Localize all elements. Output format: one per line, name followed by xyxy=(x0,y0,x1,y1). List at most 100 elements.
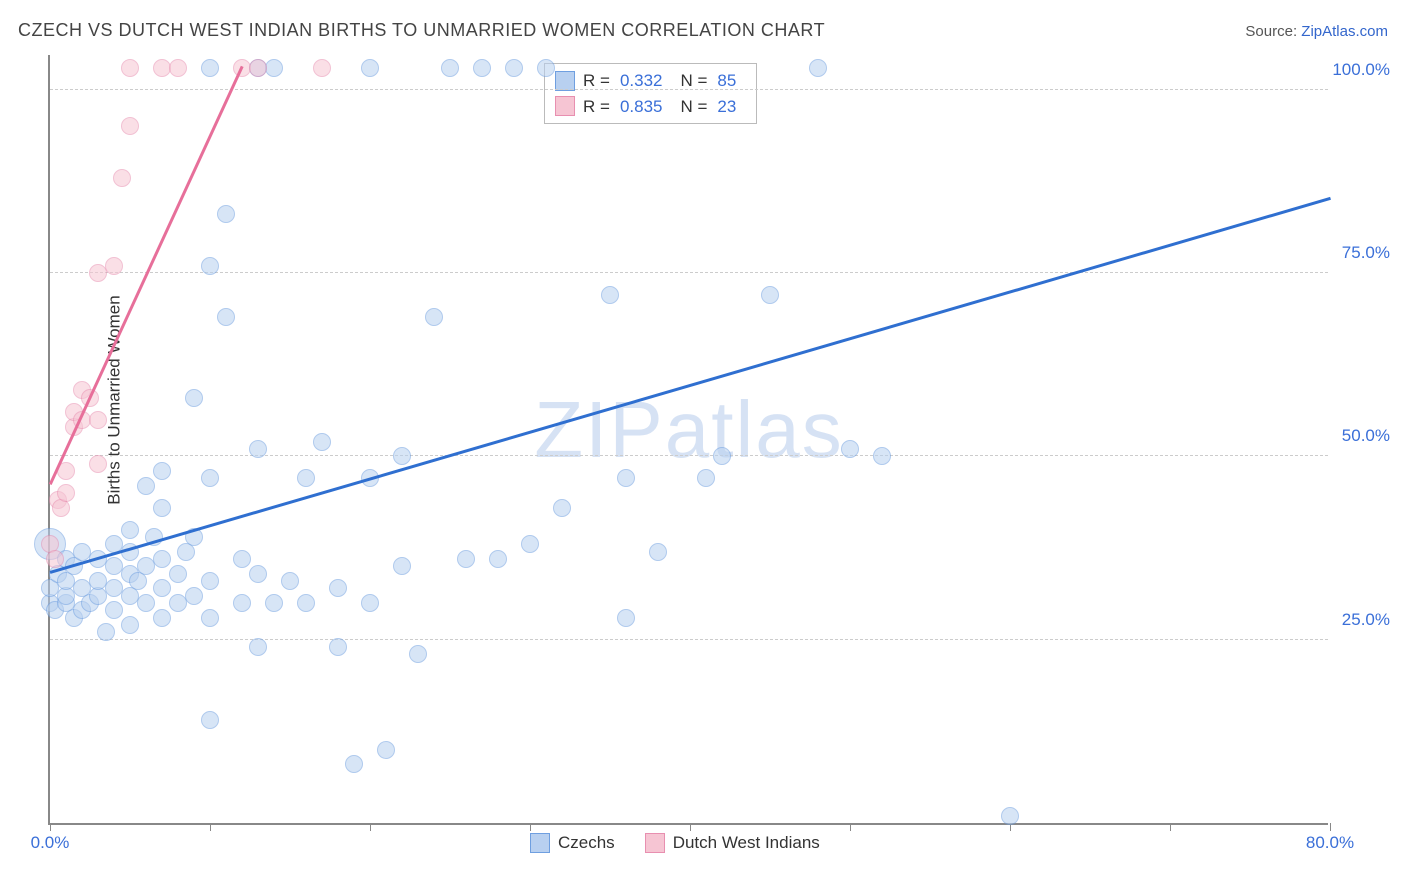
data-point-czechs xyxy=(153,609,171,627)
data-point-czechs xyxy=(185,587,203,605)
data-point-czechs xyxy=(201,711,219,729)
gridline xyxy=(50,639,1328,640)
data-point-czechs xyxy=(249,440,267,458)
data-point-czechs xyxy=(297,594,315,612)
data-point-czechs xyxy=(1001,807,1019,825)
data-point-czechs xyxy=(393,447,411,465)
source-label: Source: ZipAtlas.com xyxy=(1245,23,1388,40)
data-point-czechs xyxy=(201,572,219,590)
data-point-dwi xyxy=(89,411,107,429)
data-point-czechs xyxy=(153,550,171,568)
data-point-czechs xyxy=(329,579,347,597)
y-tick-label: 50.0% xyxy=(1342,426,1390,446)
data-point-czechs xyxy=(217,205,235,223)
gridline xyxy=(50,272,1328,273)
data-point-czechs xyxy=(521,535,539,553)
y-tick-label: 75.0% xyxy=(1342,243,1390,263)
data-point-czechs xyxy=(281,572,299,590)
watermark: ZIPatlas xyxy=(534,384,843,476)
data-point-dwi xyxy=(121,117,139,135)
data-point-czechs xyxy=(841,440,859,458)
legend-row-dwi: R =0.835 N =23 xyxy=(555,94,746,120)
x-tick xyxy=(690,823,691,831)
data-point-czechs xyxy=(201,609,219,627)
data-point-czechs xyxy=(297,469,315,487)
swatch-dwi-icon xyxy=(645,833,665,853)
data-point-dwi xyxy=(249,59,267,77)
gridline xyxy=(50,455,1328,456)
y-tick-label: 100.0% xyxy=(1332,60,1390,80)
data-point-czechs xyxy=(137,477,155,495)
trendline-czechs xyxy=(50,197,1331,573)
x-tick xyxy=(1330,823,1331,831)
x-tick xyxy=(370,823,371,831)
stats-legend: R =0.332 N =85 R =0.835 N =23 xyxy=(544,63,757,124)
data-point-czechs xyxy=(153,462,171,480)
data-point-czechs xyxy=(649,543,667,561)
data-point-czechs xyxy=(329,638,347,656)
data-point-czechs xyxy=(617,469,635,487)
data-point-dwi xyxy=(169,59,187,77)
data-point-czechs xyxy=(761,286,779,304)
x-tick-label: 0.0% xyxy=(31,833,70,853)
x-tick xyxy=(1170,823,1171,831)
x-tick xyxy=(210,823,211,831)
data-point-czechs xyxy=(201,469,219,487)
data-point-dwi xyxy=(313,59,331,77)
x-tick xyxy=(850,823,851,831)
data-point-czechs xyxy=(105,601,123,619)
data-point-czechs xyxy=(121,616,139,634)
data-point-dwi xyxy=(105,257,123,275)
data-point-dwi xyxy=(113,169,131,187)
data-point-czechs xyxy=(169,565,187,583)
data-point-czechs xyxy=(153,579,171,597)
series-legend: Czechs Dutch West Indians xyxy=(530,833,820,853)
data-point-czechs xyxy=(425,308,443,326)
data-point-czechs xyxy=(809,59,827,77)
swatch-czechs-icon xyxy=(530,833,550,853)
data-point-czechs xyxy=(313,433,331,451)
data-point-czechs xyxy=(409,645,427,663)
data-point-dwi xyxy=(89,455,107,473)
x-tick-label: 80.0% xyxy=(1306,833,1354,853)
x-tick xyxy=(50,823,51,831)
data-point-dwi xyxy=(46,550,64,568)
source-link[interactable]: ZipAtlas.com xyxy=(1301,23,1388,40)
legend-item-czechs: Czechs xyxy=(530,833,615,853)
data-point-czechs xyxy=(393,557,411,575)
data-point-czechs xyxy=(233,550,251,568)
data-point-czechs xyxy=(361,594,379,612)
data-point-czechs xyxy=(137,594,155,612)
data-point-czechs xyxy=(185,389,203,407)
data-point-czechs xyxy=(377,741,395,759)
data-point-czechs xyxy=(873,447,891,465)
y-tick-label: 25.0% xyxy=(1342,610,1390,630)
data-point-czechs xyxy=(697,469,715,487)
data-point-czechs xyxy=(217,308,235,326)
trendline-dwi xyxy=(49,66,243,485)
data-point-czechs xyxy=(713,447,731,465)
data-point-czechs xyxy=(361,59,379,77)
data-point-dwi xyxy=(121,59,139,77)
data-point-czechs xyxy=(201,59,219,77)
data-point-czechs xyxy=(553,499,571,517)
data-point-czechs xyxy=(97,623,115,641)
x-tick xyxy=(530,823,531,831)
data-point-czechs xyxy=(233,594,251,612)
data-point-czechs xyxy=(345,755,363,773)
data-point-czechs xyxy=(265,594,283,612)
data-point-czechs xyxy=(473,59,491,77)
data-point-czechs xyxy=(489,550,507,568)
data-point-czechs xyxy=(265,59,283,77)
scatter-plot: ZIPatlas R =0.332 N =85 R =0.835 N =23 C… xyxy=(48,55,1328,825)
data-point-czechs xyxy=(617,609,635,627)
swatch-dwi xyxy=(555,96,575,116)
data-point-czechs xyxy=(121,521,139,539)
legend-row-czechs: R =0.332 N =85 xyxy=(555,68,746,94)
data-point-czechs xyxy=(201,257,219,275)
data-point-czechs xyxy=(249,565,267,583)
data-point-czechs xyxy=(601,286,619,304)
data-point-czechs xyxy=(537,59,555,77)
data-point-czechs xyxy=(249,638,267,656)
data-point-czechs xyxy=(441,59,459,77)
